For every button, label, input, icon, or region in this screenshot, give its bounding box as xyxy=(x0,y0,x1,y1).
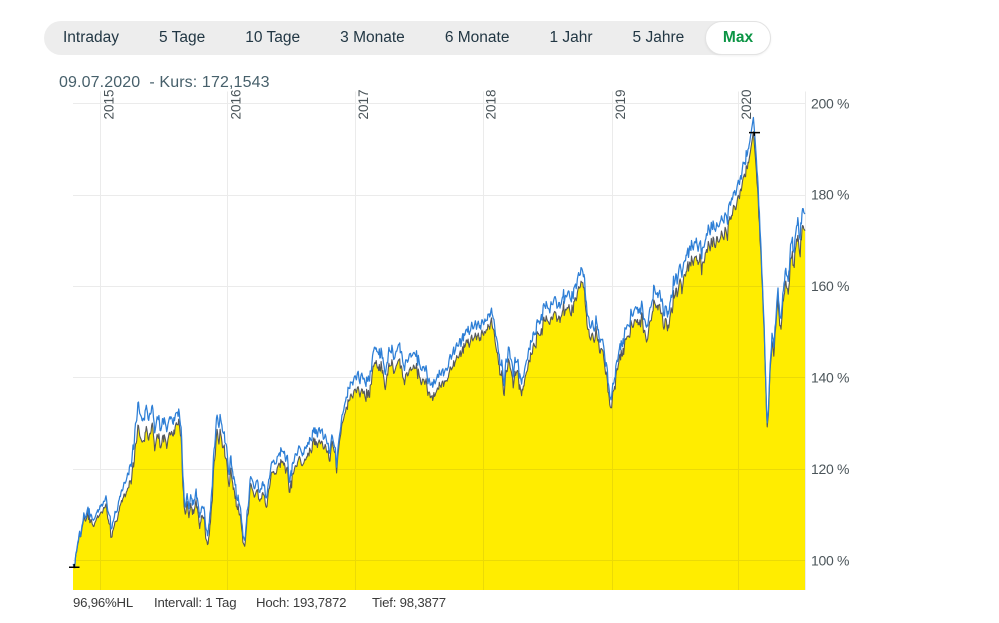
svg-text:160 %: 160 % xyxy=(811,278,849,294)
svg-text:200 %: 200 % xyxy=(811,95,849,111)
svg-text:2020: 2020 xyxy=(739,89,754,119)
svg-text:180 %: 180 % xyxy=(811,187,849,203)
svg-text:2017: 2017 xyxy=(356,89,371,119)
svg-text:100 %: 100 % xyxy=(811,552,849,568)
svg-text:2018: 2018 xyxy=(484,89,499,119)
svg-text:2019: 2019 xyxy=(613,89,628,119)
svg-text:140 %: 140 % xyxy=(811,370,849,386)
svg-text:120 %: 120 % xyxy=(811,461,849,477)
svg-text:2016: 2016 xyxy=(229,89,244,119)
svg-text:2015: 2015 xyxy=(102,89,117,119)
